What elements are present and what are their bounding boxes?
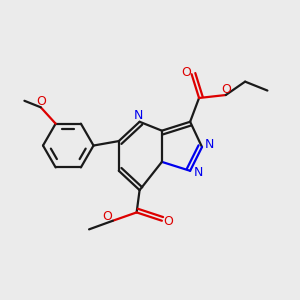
Text: N: N: [134, 109, 143, 122]
Text: O: O: [164, 215, 173, 228]
Text: N: N: [205, 138, 214, 151]
Text: O: O: [37, 95, 46, 109]
Text: O: O: [103, 210, 112, 223]
Text: N: N: [194, 166, 203, 179]
Text: O: O: [181, 66, 191, 79]
Text: O: O: [222, 82, 232, 96]
